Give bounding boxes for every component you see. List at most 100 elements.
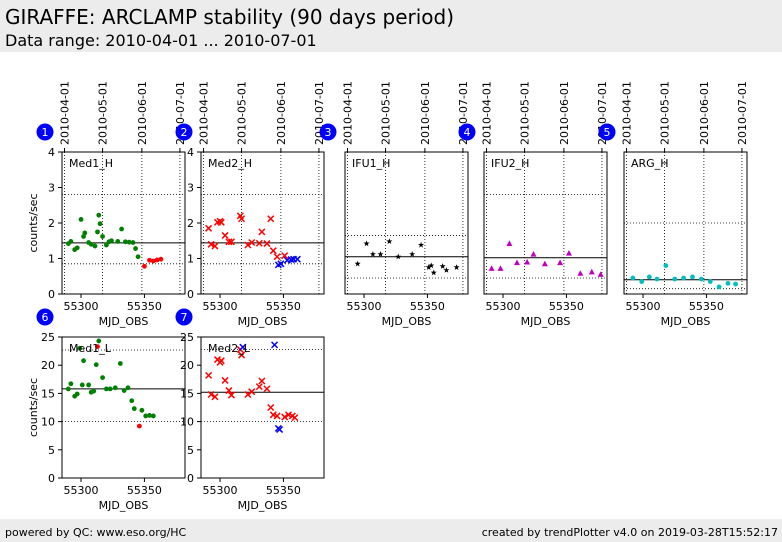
date-tick-label: 2010-05-01	[380, 81, 393, 145]
data-point	[139, 407, 145, 413]
data-point	[227, 238, 235, 246]
x-axis-label: MJD_OBS	[238, 315, 288, 328]
y-tick-label: 25	[41, 331, 55, 344]
report-footer: powered by QC: www.eso.org/HC created by…	[0, 519, 782, 542]
data-point	[123, 239, 128, 245]
y-tick-label: 4	[187, 146, 194, 159]
data-point	[68, 381, 74, 387]
data-point	[217, 218, 225, 226]
data-point	[121, 388, 127, 393]
date-tick-label: 2010-04-01	[621, 81, 634, 145]
date-tick-label: 2010-04-01	[59, 81, 72, 145]
date-tick-label: 2010-06-01	[136, 81, 149, 145]
data-point	[225, 238, 233, 246]
data-point	[369, 251, 376, 257]
data-point	[541, 260, 548, 267]
data-point	[205, 224, 213, 232]
x-tick-label: 55350	[266, 484, 301, 497]
data-point	[263, 385, 271, 393]
data-point	[663, 263, 669, 268]
data-point	[133, 246, 138, 251]
x-axis-label: MJD_OBS	[382, 315, 432, 328]
data-point	[130, 240, 136, 245]
panel-number: 6	[42, 311, 49, 324]
powered-by-text: powered by QC: www.eso.org/HC	[5, 526, 187, 539]
data-point	[239, 343, 247, 351]
x-tick-label: 55300	[347, 300, 382, 313]
x-axis-label: MJD_OBS	[99, 499, 149, 512]
data-point	[597, 271, 604, 277]
data-point	[681, 275, 686, 281]
date-tick-label: 2010-04-01	[481, 81, 494, 145]
data-point	[217, 357, 225, 365]
x-tick-label: 55300	[203, 300, 238, 313]
x-axis-label: MJD_OBS	[238, 499, 288, 512]
data-points	[205, 212, 301, 269]
data-point	[103, 242, 109, 248]
data-points	[65, 212, 164, 269]
y-tick-label: 1	[187, 253, 194, 266]
panel-number-badge	[458, 123, 476, 141]
data-point	[273, 412, 281, 420]
y-tick-label: 5	[187, 444, 194, 457]
data-point	[733, 281, 738, 287]
data-point	[82, 230, 88, 236]
data-point	[439, 263, 446, 269]
panel-5: 55300 55350 2010-04-01 2010-05-01 2010-06-01…	[598, 81, 749, 328]
data-point	[95, 229, 100, 235]
data-point	[115, 239, 121, 244]
data-point	[205, 371, 213, 379]
y-tick-label: 15	[41, 387, 55, 400]
data-point	[263, 240, 271, 248]
y-tick-label: 25	[180, 331, 194, 344]
data-point	[672, 276, 678, 282]
panel-3: 55300 55350 2010-04-01 2010-05-01 2010-06-01…	[319, 81, 470, 328]
date-range: Data range: 2010-04-01 ... 2010-07-01	[5, 31, 317, 50]
date-tick-label: 2010-06-01	[698, 81, 711, 145]
data-point	[68, 239, 74, 244]
data-point	[287, 256, 295, 264]
x-tick-label: 55350	[127, 300, 162, 313]
data-point	[497, 265, 504, 271]
data-point	[377, 251, 384, 257]
panel-number-badge	[175, 123, 193, 141]
data-point	[86, 382, 92, 388]
date-tick-label: 2010-04-01	[198, 81, 211, 145]
data-point	[126, 239, 132, 245]
plot-frame	[61, 151, 186, 295]
data-point	[93, 362, 99, 368]
data-point	[103, 386, 109, 392]
date-tick-label: 2010-05-01	[659, 81, 672, 145]
data-points	[488, 240, 604, 277]
data-point	[97, 221, 103, 227]
panel-title: IFU1_H	[352, 157, 390, 170]
data-point	[244, 241, 252, 249]
date-tick-label: 2010-06-01	[275, 81, 288, 145]
y-tick-label: 2	[187, 217, 194, 230]
data-point	[158, 256, 164, 262]
date-tick-label: 2010-07-01	[736, 81, 749, 145]
panel-title: Med1_L	[69, 342, 112, 355]
plot-frame	[483, 151, 608, 295]
data-points	[630, 263, 738, 290]
data-point	[95, 344, 100, 349]
panel-1: 0 1 2 3 4 55300 55350 2010-04-01 2010-05-01 2010-…	[27, 81, 187, 328]
data-point	[227, 391, 235, 399]
x-tick-label: 55350	[689, 300, 724, 313]
data-point	[258, 377, 266, 385]
panel-number-badge	[36, 123, 54, 141]
data-point	[716, 284, 722, 290]
panel-number: 7	[181, 311, 188, 324]
data-point	[207, 390, 215, 399]
data-point	[395, 253, 402, 260]
y-tick-label: 20	[180, 359, 194, 372]
data-point	[92, 243, 98, 249]
data-point	[271, 341, 279, 349]
data-point	[565, 249, 572, 256]
data-point	[150, 258, 156, 264]
panel-7: 0 5 10 15 20 25 55300 55350 MJD_OBS Med2_L 7	[175, 308, 325, 512]
panel-title: IFU2_H	[491, 157, 529, 170]
data-point	[79, 382, 85, 388]
date-tick-label: 2010-05-01	[97, 81, 110, 145]
data-point	[646, 274, 652, 280]
